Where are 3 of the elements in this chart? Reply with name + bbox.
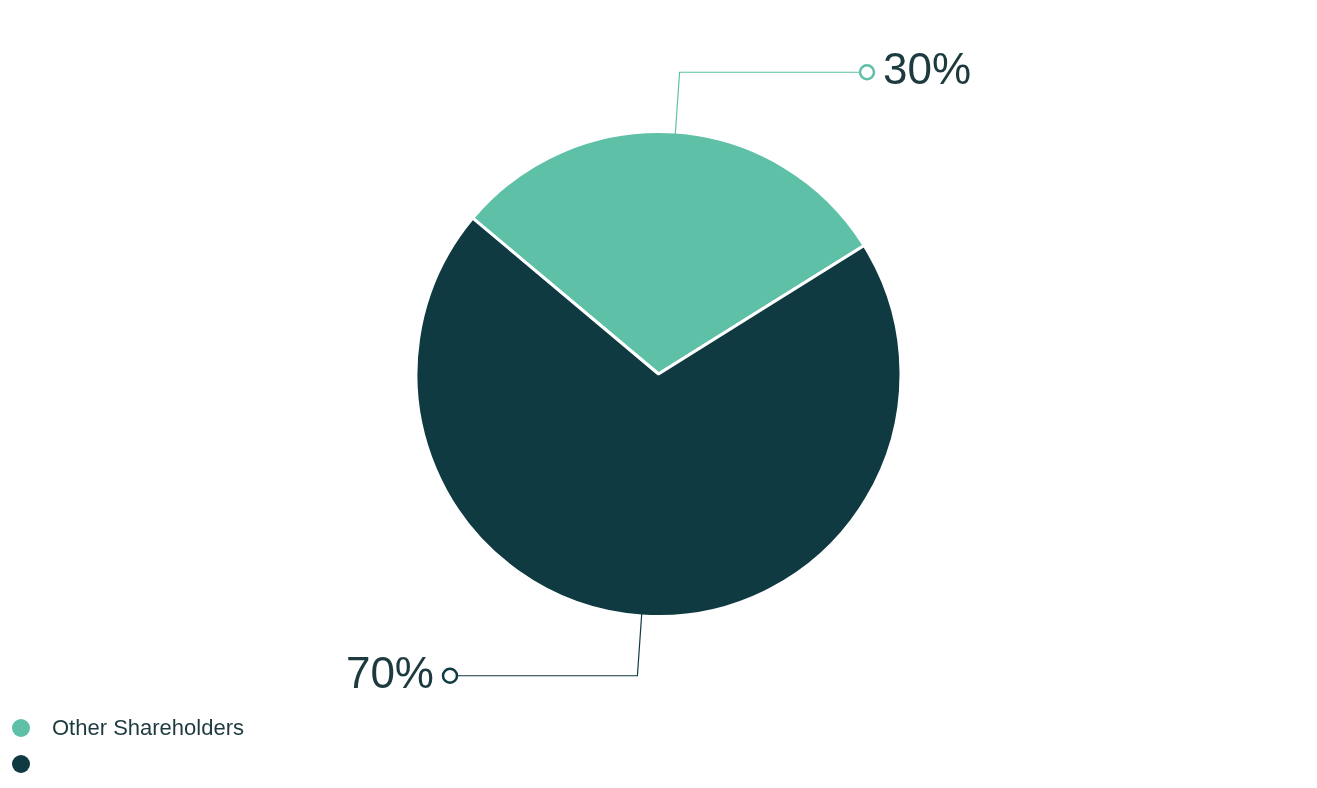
data-label: 30%	[883, 44, 972, 94]
legend-label: Other Shareholders	[52, 715, 244, 741]
data-label: 70%	[345, 647, 434, 697]
